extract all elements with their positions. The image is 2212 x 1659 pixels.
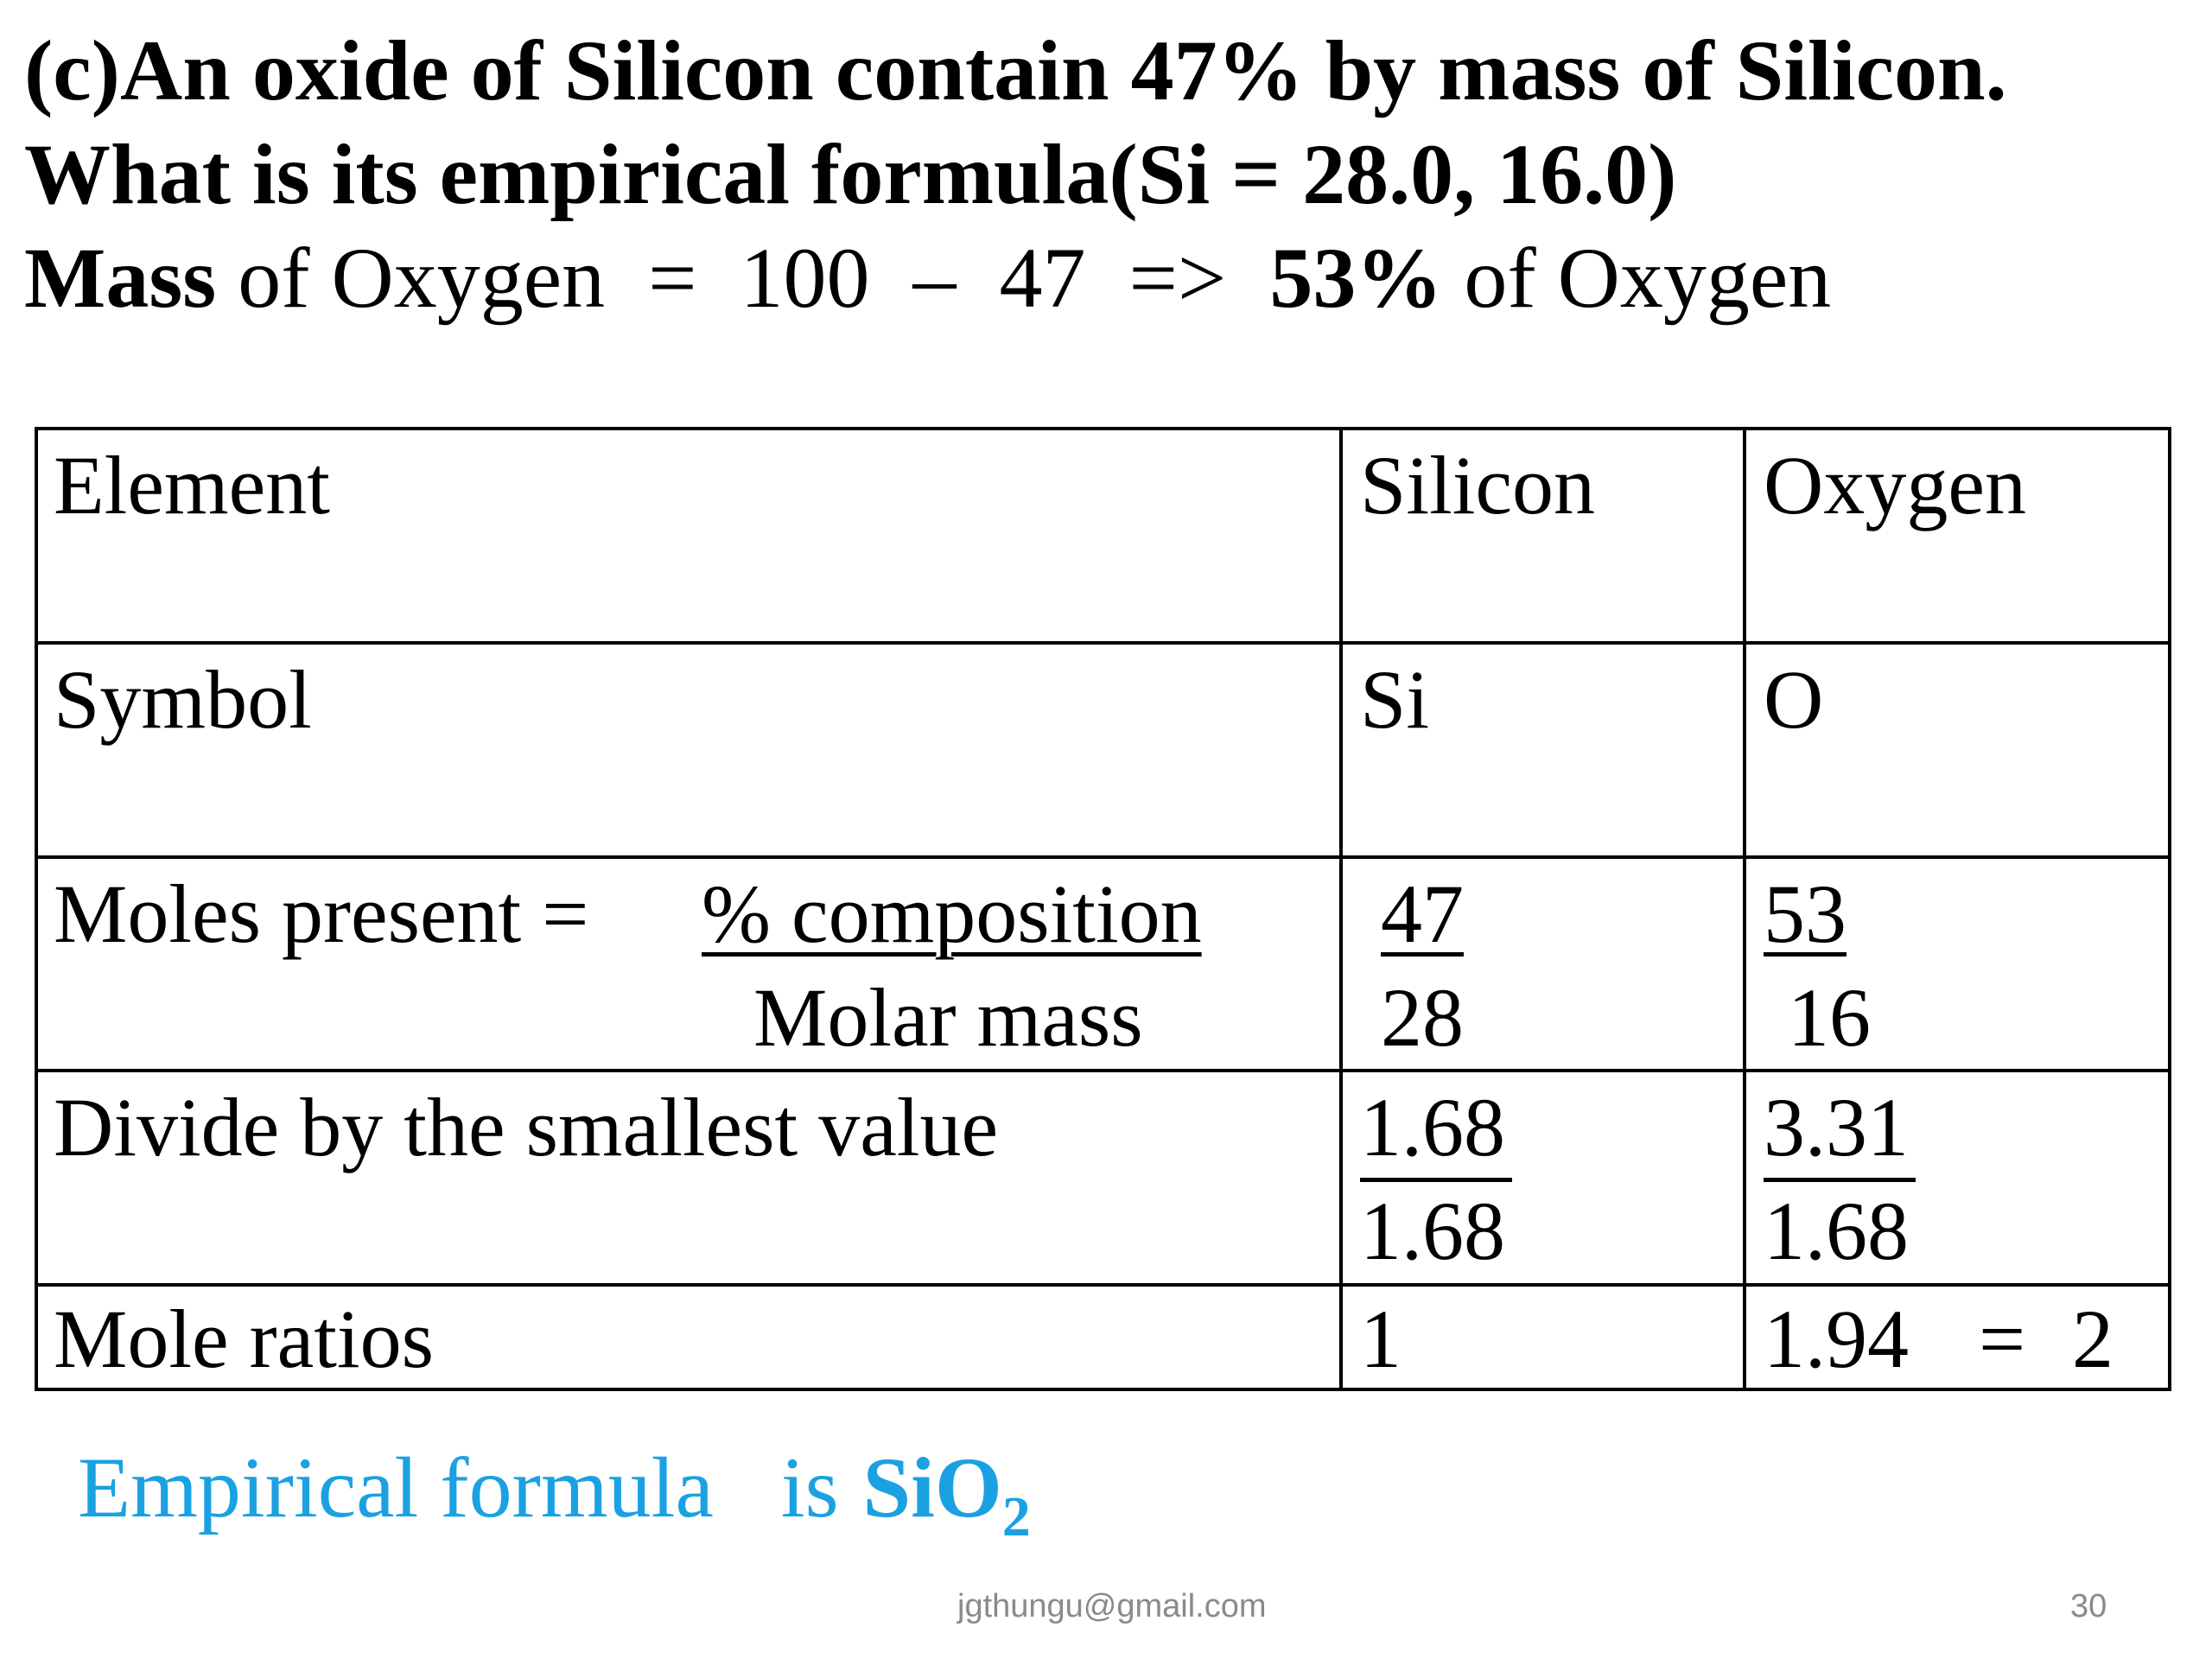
symbol-o: O	[1764, 653, 1824, 746]
answer-formula: SiO	[862, 1440, 1002, 1535]
footer-email: jgthungu@gmail.com	[957, 1588, 1267, 1624]
question-line-2: What is its empirical formula(Si = 28.0,…	[24, 126, 1677, 222]
symbol-label: Symbol	[54, 653, 312, 746]
divide-si-fraction-bar	[1360, 1178, 1512, 1182]
moles-formula-denominator: Molar mass	[753, 971, 1143, 1064]
symbol-si: Si	[1360, 653, 1430, 746]
header-silicon: Silicon	[1360, 439, 1596, 531]
moles-si-denominator: 28	[1381, 971, 1464, 1064]
header-oxygen: Oxygen	[1764, 439, 2026, 531]
answer-prefix: Empirical formula	[78, 1440, 714, 1535]
header-element: Element	[54, 439, 330, 531]
moles-formula-numerator: % composition	[702, 868, 1202, 960]
divide-si-denominator: 1.68	[1360, 1185, 1505, 1277]
oxygen-label: of Oxygen	[1442, 230, 1832, 326]
ratios-label: Mole ratios	[54, 1293, 434, 1385]
ratio-o-equals: =	[1979, 1293, 2026, 1385]
oxygen-mass-line: Mass of Oxygen = 100 – 47 => 53% of Oxyg…	[24, 235, 1831, 321]
divide-label: Divide by the smallest value	[54, 1081, 999, 1173]
page-number: 30	[2070, 1588, 2107, 1624]
moles-si-numerator: 47	[1381, 868, 1464, 960]
ratio-o: 1.94	[1764, 1293, 1909, 1385]
answer-is: is	[780, 1440, 839, 1535]
oxygen-calc-text: of Oxygen = 100 – 47 =>	[216, 230, 1270, 326]
question-line-1: (c)An oxide of Silicon contain 47% by ma…	[24, 22, 2007, 118]
divide-si-numerator: 1.68	[1360, 1081, 1505, 1173]
divide-o-fraction-bar	[1764, 1178, 1916, 1182]
divide-o-numerator: 3.31	[1764, 1081, 1909, 1173]
ratio-o-rounded: 2	[2072, 1293, 2113, 1385]
moles-o-numerator: 53	[1764, 868, 1847, 960]
divide-o-denominator: 1.68	[1764, 1185, 1909, 1277]
oxygen-percent: 53%	[1269, 230, 1443, 326]
answer-formula-subscript: 2	[1001, 1485, 1031, 1548]
moles-o-denominator: 16	[1788, 971, 1871, 1064]
moles-label: Moles present =	[54, 868, 589, 960]
ratio-si: 1	[1360, 1293, 1402, 1385]
mass-bold-word: Mass	[24, 230, 217, 326]
empirical-formula-table: Element Silicon Oxygen Symbol Si O Moles…	[35, 427, 2171, 1391]
empirical-formula-answer: Empirical formula is SiO2	[78, 1445, 1031, 1546]
